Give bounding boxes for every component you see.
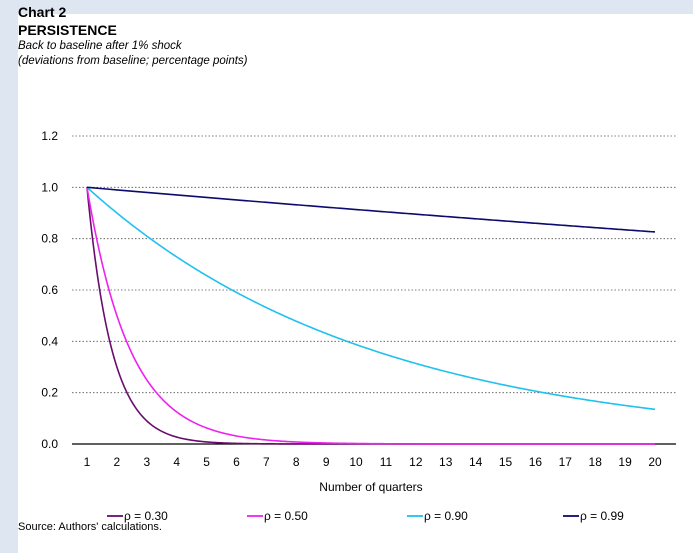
series-line (86, 186, 656, 233)
x-tick-label: 7 (263, 455, 270, 469)
y-tick-label: 0.4 (41, 334, 58, 348)
x-tick-label: 19 (618, 455, 632, 469)
x-tick-label: 4 (173, 455, 180, 469)
series-line (86, 187, 655, 445)
y-tick-label: 1.0 (41, 180, 58, 194)
chart-subtitle-note: (deviations from baseline; percentage po… (18, 55, 248, 67)
x-tick-label: 3 (143, 455, 150, 469)
x-tick-label: 16 (529, 455, 543, 469)
x-tick-label: 11 (380, 455, 393, 469)
x-tick-label: 10 (349, 455, 363, 469)
series-line (86, 186, 656, 411)
x-tick-label: 1 (84, 455, 91, 469)
chart-title: PERSISTENCE (18, 22, 117, 38)
chart-subtitle: Back to baseline after 1% shock (18, 40, 182, 52)
x-tick-label: 2 (114, 455, 121, 469)
x-tick-label: 6 (233, 455, 240, 469)
y-tick-label: 0.8 (41, 232, 58, 246)
x-tick-label: 15 (499, 455, 513, 469)
chart-panel (18, 14, 693, 553)
x-tick-label: 9 (323, 455, 330, 469)
x-tick-label: 5 (203, 455, 210, 469)
x-tick-label: 17 (559, 455, 573, 469)
y-tick-label: 0.6 (41, 283, 58, 297)
chart-number: Chart 2 (18, 4, 67, 20)
x-tick-label: 14 (469, 455, 483, 469)
legend-entry: ρ = 0.30 (124, 509, 168, 523)
x-tick-label: 12 (409, 455, 423, 469)
legend-entry: ρ = 0.99 (580, 509, 624, 523)
y-tick-label: 0.0 (41, 437, 58, 451)
legend-entry: ρ = 0.90 (424, 509, 468, 523)
x-axis-label: Number of quarters (319, 480, 422, 494)
y-tick-label: 0.2 (41, 386, 58, 400)
y-tick-label: 1.2 (41, 129, 58, 143)
x-tick-label: 13 (439, 455, 453, 469)
legend-entry: ρ = 0.50 (264, 509, 308, 523)
x-tick-label: 18 (589, 455, 603, 469)
source-note: Source: Authors' calculations. (18, 521, 162, 533)
x-tick-label: 20 (648, 455, 662, 469)
x-tick-label: 8 (293, 455, 300, 469)
